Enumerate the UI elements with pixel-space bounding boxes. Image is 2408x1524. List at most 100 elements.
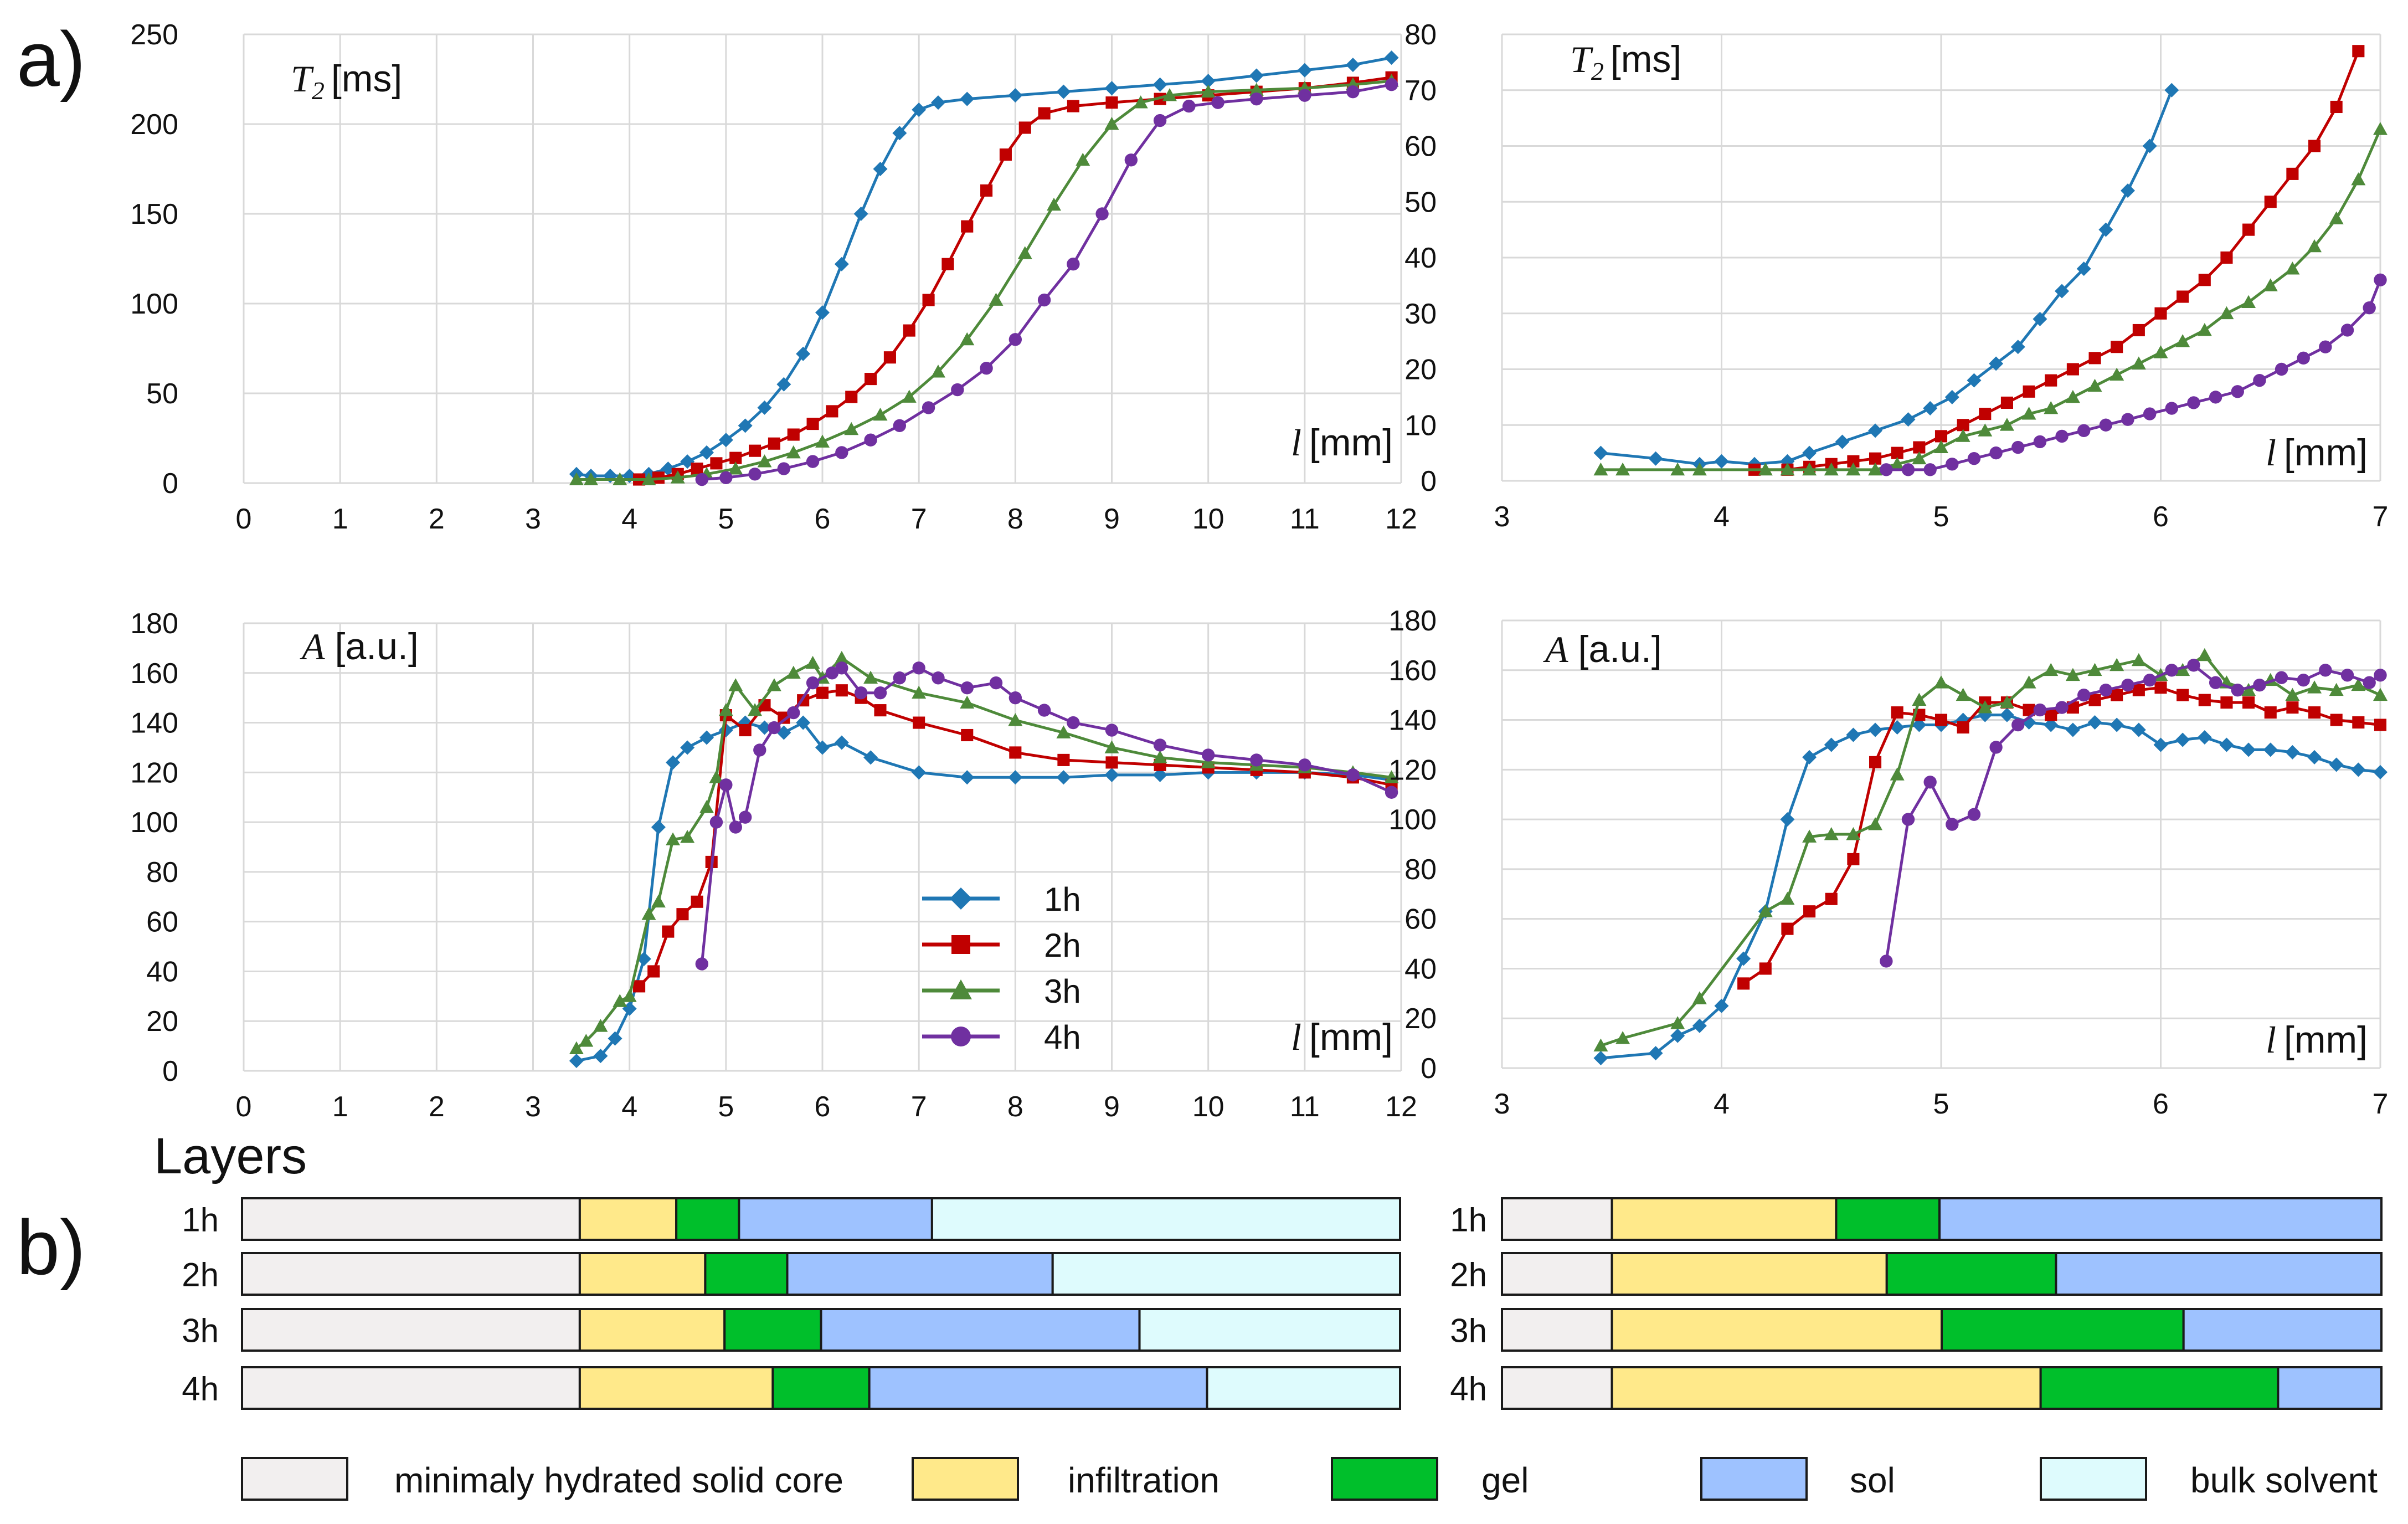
y-tick-label: 40 [1404, 242, 1437, 274]
data-point-4h [1037, 704, 1051, 717]
data-point-3h [912, 685, 927, 699]
layer-segment-infiltration [578, 1308, 726, 1352]
y-axis-var: A [300, 625, 325, 668]
data-point-4h [1346, 768, 1360, 782]
x-axis-unit: [mm] [1309, 422, 1393, 464]
data-point-1h [1648, 1046, 1663, 1061]
series-line-1h [1601, 89, 2173, 466]
x-tick-label: 4 [1714, 1088, 1730, 1120]
data-point-2h [2154, 307, 2167, 320]
data-point-4h [1153, 738, 1167, 752]
data-point-3h [1076, 152, 1090, 166]
y-tick-label: 0 [162, 468, 178, 500]
data-point-3h [584, 472, 598, 485]
data-point-4h [1250, 92, 1263, 106]
data-point-3h [2241, 683, 2256, 696]
data-point-4h [2011, 718, 2025, 732]
data-point-3h [1758, 904, 1773, 917]
data-point-4h [2253, 679, 2266, 692]
x-axis-label: l [mm] [1291, 1016, 1393, 1058]
y-tick-label: 140 [130, 707, 178, 740]
data-point-4h [2340, 324, 2354, 337]
data-point-3h [2065, 668, 2080, 681]
layer-bars-layers-zoom: 1h 2h 3h 4h [1450, 1197, 2383, 1410]
layers-title: Layers [154, 1128, 307, 1184]
legend-marker-3h [950, 979, 972, 999]
data-point-3h [2109, 658, 2124, 671]
layer-row-label: 1h [182, 1202, 219, 1239]
data-point-3h [2329, 211, 2344, 224]
data-point-3h [613, 994, 627, 1007]
data-point-1h [931, 95, 945, 110]
data-point-2h [1057, 753, 1070, 766]
data-point-3h [931, 365, 945, 378]
chart-a-zoom: 3 4 5 6 7 0 20 40 60 80 100 120 140 160 180 A [a.u.] l [mm… [1388, 605, 2388, 1120]
data-point-3h [613, 472, 627, 485]
data-point-3h [2373, 687, 2388, 701]
layer-segment-core [241, 1197, 581, 1241]
data-point-4h [873, 686, 887, 700]
data-point-1h [651, 820, 666, 835]
data-point-4h [2033, 435, 2047, 449]
data-point-3h [2219, 306, 2234, 320]
data-point-4h [719, 778, 733, 792]
data-point-4h [1037, 293, 1051, 307]
layer-segment-gel [1941, 1308, 2185, 1352]
data-point-3h [844, 422, 859, 435]
data-point-4h [2011, 440, 2025, 454]
data-point-3h [579, 1034, 594, 1047]
data-point-3h [873, 407, 888, 421]
data-point-3h [1201, 84, 1216, 98]
x-axis-label: l [mm] [2266, 1019, 2368, 1061]
data-point-3h [709, 770, 724, 783]
data-point-3h [1047, 197, 1061, 211]
data-point-4h [1250, 753, 1263, 767]
data-point-4h [951, 383, 964, 397]
data-point-3h [902, 389, 917, 403]
data-point-4h [1385, 78, 1398, 91]
data-point-2h [999, 148, 1012, 161]
data-point-1h [776, 377, 791, 392]
data-point-2h [2286, 167, 2299, 180]
data-point-3h [1824, 827, 1839, 840]
layer-segment-bulk [1051, 1252, 1401, 1296]
data-point-3h [786, 445, 801, 459]
data-point-4h [2319, 664, 2332, 677]
x-tick-label: 3 [525, 503, 541, 535]
data-point-4h [753, 743, 766, 757]
data-point-2h [1979, 408, 1992, 420]
data-point-1h [796, 715, 811, 730]
y-axis-unit: [ms] [331, 58, 402, 100]
x-tick-label: 5 [718, 503, 734, 535]
legend-label-4h: 4h [1044, 1019, 1081, 1056]
data-point-3h [2044, 401, 2059, 414]
y-axis-label: T2 [ms] [291, 58, 402, 105]
data-point-4h [695, 473, 708, 486]
data-point-4h [738, 810, 752, 824]
y-tick-label: 100 [1388, 804, 1437, 836]
data-point-3h [2329, 683, 2344, 696]
data-point-3h [569, 472, 584, 485]
plot-area [569, 50, 1399, 486]
data-point-3h [1692, 462, 1707, 476]
data-point-2h [662, 925, 675, 938]
x-axis-var: l [2266, 432, 2276, 474]
data-point-1h [1802, 445, 1817, 460]
y-tick-label: 0 [1421, 465, 1437, 497]
data-point-4h [2253, 373, 2266, 387]
series-line-4h [702, 83, 1392, 481]
data-point-1h [873, 162, 888, 176]
data-point-1h [1901, 412, 1916, 427]
data-point-3h [1999, 695, 2014, 709]
data-point-4h [2033, 703, 2047, 717]
data-point-4h [922, 401, 935, 414]
data-point-2h [903, 324, 915, 337]
data-point-1h [699, 445, 714, 460]
data-point-1h [1104, 81, 1119, 96]
data-point-4h [1201, 748, 1215, 762]
data-point-3h [1846, 827, 1861, 840]
data-point-4h [1946, 458, 1959, 471]
data-point-2h [816, 686, 829, 699]
layer-segment-sol [2277, 1366, 2383, 1410]
